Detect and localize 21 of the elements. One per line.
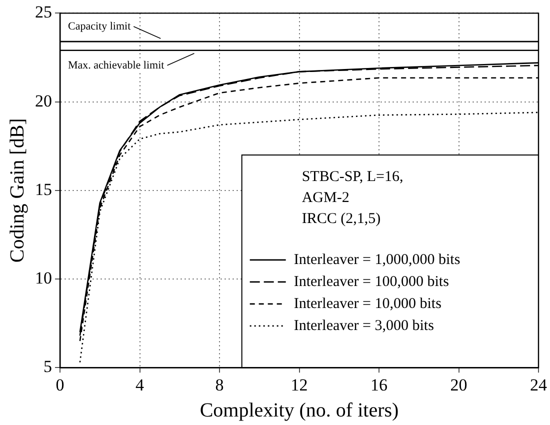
y-tick-label: 15: [35, 180, 52, 199]
x-axis-title: Complexity (no. of iters): [200, 399, 399, 422]
x-tick-label: 8: [215, 375, 224, 394]
y-tick-label: 5: [44, 357, 52, 376]
y-tick-label: 10: [35, 268, 52, 288]
y-tick-label: 20: [35, 91, 52, 110]
x-tick-label: 16: [370, 375, 388, 394]
x-tick-label: 4: [136, 375, 144, 394]
legend-label: Interleaver = 1,000,000 bits: [294, 252, 460, 268]
legend-label: Interleaver = 10,000 bits: [294, 296, 442, 312]
ref-line-label: Capacity limit: [68, 20, 131, 32]
x-tick-label: 24: [530, 375, 548, 394]
legend-label: Interleaver = 100,000 bits: [294, 274, 450, 290]
y-axis-title: Coding Gain [dB]: [6, 118, 28, 263]
x-tick-label: 0: [56, 375, 64, 394]
legend-label: Interleaver = 3,000 bits: [294, 318, 434, 334]
x-tick-label: 20: [450, 375, 468, 394]
ref-line-label: Max. achievable limit: [68, 59, 164, 72]
legend-title: STBC-SP, L=16, AGM-2 IRCC (2,1,5): [302, 168, 404, 227]
x-tick-label: 12: [290, 375, 308, 394]
y-tick-label: 25: [35, 2, 52, 22]
